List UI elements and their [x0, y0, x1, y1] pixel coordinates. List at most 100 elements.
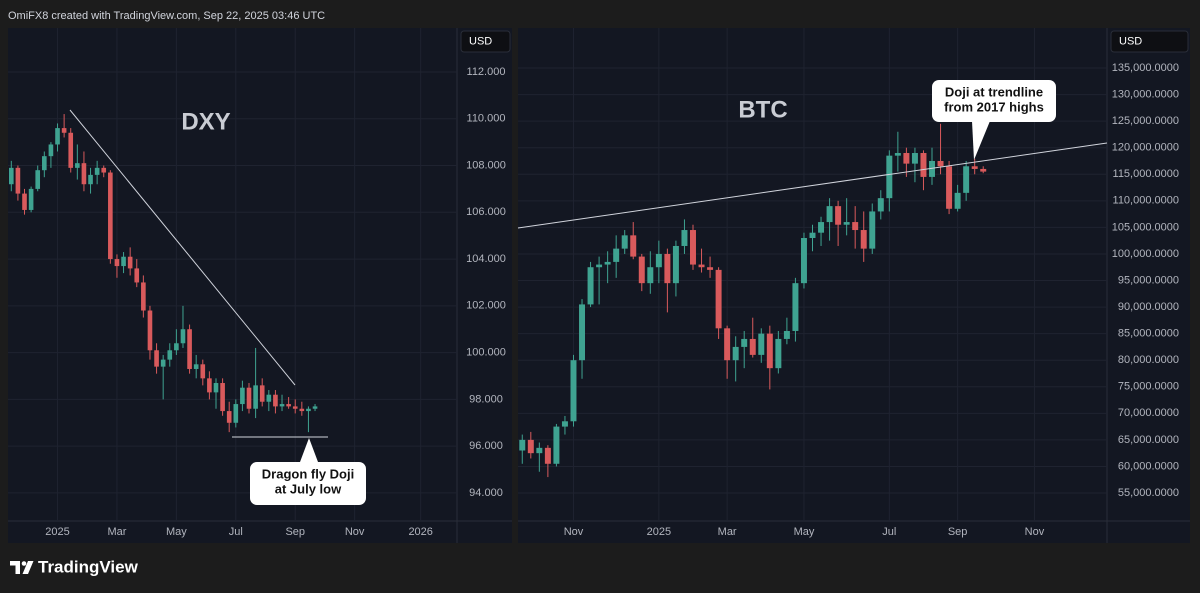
candle-body: [604, 261, 611, 265]
candle-body: [240, 387, 245, 405]
y-tick-label: 125,000.0000: [1112, 115, 1179, 127]
candle-body: [226, 411, 232, 423]
candle-body: [929, 160, 935, 177]
annotation-text: Dragon fly Doji: [262, 466, 354, 481]
x-tick-label: Sep: [948, 526, 968, 538]
y-tick-label: 100.000: [466, 347, 506, 359]
candle-body: [775, 338, 782, 369]
candle-body: [68, 132, 74, 168]
x-tick-label: 2025: [45, 526, 69, 538]
candle-body: [154, 350, 159, 367]
candle-body: [81, 163, 87, 185]
currency-box: [460, 30, 511, 53]
y-tick-label: 94.000: [469, 487, 503, 499]
x-tick-label: May: [166, 526, 187, 538]
candle-body: [647, 267, 654, 284]
candle-body: [207, 378, 212, 393]
y-tick-label: 130,000.0000: [1112, 88, 1179, 100]
candle-body: [48, 144, 54, 157]
candle-body: [121, 256, 126, 267]
logo-mark: [10, 561, 20, 574]
candle-body: [971, 166, 978, 169]
candle-body: [55, 128, 60, 145]
candle-body: [638, 256, 645, 284]
x-tick-label: Nov: [1025, 526, 1045, 538]
currency-label: USD: [1119, 35, 1142, 47]
candle-body: [596, 264, 603, 268]
candle-body: [312, 406, 318, 409]
y-tick-label: 115,000.0000: [1113, 168, 1179, 180]
candle-body: [519, 439, 526, 451]
candle-body: [698, 264, 705, 268]
candle-body: [911, 153, 918, 164]
candle-body: [253, 385, 258, 409]
chart-title: DXY: [181, 108, 230, 135]
candle-body: [180, 329, 186, 344]
header-text: OmiFX8 created with TradingView.com, Sep…: [8, 10, 325, 22]
candle-body: [800, 238, 807, 284]
candle-body: [783, 330, 790, 339]
candle-body: [61, 128, 67, 133]
candle-body: [273, 394, 278, 407]
candle-body: [672, 245, 679, 284]
y-tick-label: 65,000.0000: [1118, 434, 1179, 446]
candle-body: [15, 167, 21, 194]
candle-body: [200, 364, 206, 379]
candle-body: [681, 230, 688, 246]
candle-body: [954, 192, 961, 209]
candle-body: [937, 160, 944, 167]
y-tick-label: 70,000.0000: [1118, 407, 1179, 419]
candle-body: [266, 394, 272, 402]
candle-body: [141, 282, 146, 311]
y-tick-label: 60,000.0000: [1118, 460, 1179, 472]
candle-body: [903, 153, 910, 164]
candle-body: [852, 222, 859, 231]
candle-body: [715, 269, 722, 329]
logo-mark: [22, 561, 34, 574]
candle-body: [758, 333, 765, 355]
chart-title: BTC: [738, 96, 787, 123]
y-tick-label: 100,000.0000: [1112, 248, 1179, 260]
candle-body: [980, 168, 987, 172]
candle-body: [826, 206, 833, 223]
y-tick-label: 102.000: [466, 300, 506, 312]
candle-body: [724, 328, 731, 361]
callout-box: [250, 462, 366, 505]
candle-body: [877, 198, 884, 212]
candle-body: [579, 304, 586, 361]
candle-body: [886, 155, 893, 199]
candle-body: [187, 329, 192, 369]
candle-body: [818, 222, 825, 233]
y-tick-label: 75,000.0000: [1118, 381, 1179, 393]
candle-body: [292, 406, 298, 409]
y-tick-label: 98.000: [469, 393, 503, 405]
candle-body: [920, 153, 927, 177]
chart-panel: 94.000 96.000 98.000 100.000 102.000 104.000 1…: [8, 28, 512, 543]
candle-body: [28, 188, 34, 210]
candle-body: [707, 267, 714, 270]
x-tick-label: Nov: [345, 526, 365, 538]
x-tick-label: May: [794, 526, 815, 538]
y-tick-label: 95,000.0000: [1118, 274, 1179, 286]
y-tick-label: 55,000.0000: [1118, 487, 1179, 499]
callout-pointer: [300, 438, 318, 462]
trendline: [517, 142, 1108, 229]
callout-box: [932, 80, 1056, 122]
candle-body: [835, 206, 842, 225]
y-tick-label: 85,000.0000: [1118, 328, 1179, 340]
candle-body: [306, 408, 311, 412]
candle-body: [174, 343, 179, 351]
callout-pointer: [972, 121, 990, 160]
y-tick-label: 110,000.0000: [1113, 195, 1179, 207]
x-tick-label: 2025: [647, 526, 671, 538]
candle-body: [299, 408, 305, 412]
candle-body: [220, 383, 225, 412]
candle-body: [167, 350, 173, 360]
y-tick-label: 135,000.0000: [1112, 62, 1179, 74]
candle-body: [527, 439, 534, 454]
y-tick-label: 112.000: [467, 66, 506, 78]
currency-label: USD: [469, 35, 492, 47]
candle-body: [963, 166, 970, 193]
